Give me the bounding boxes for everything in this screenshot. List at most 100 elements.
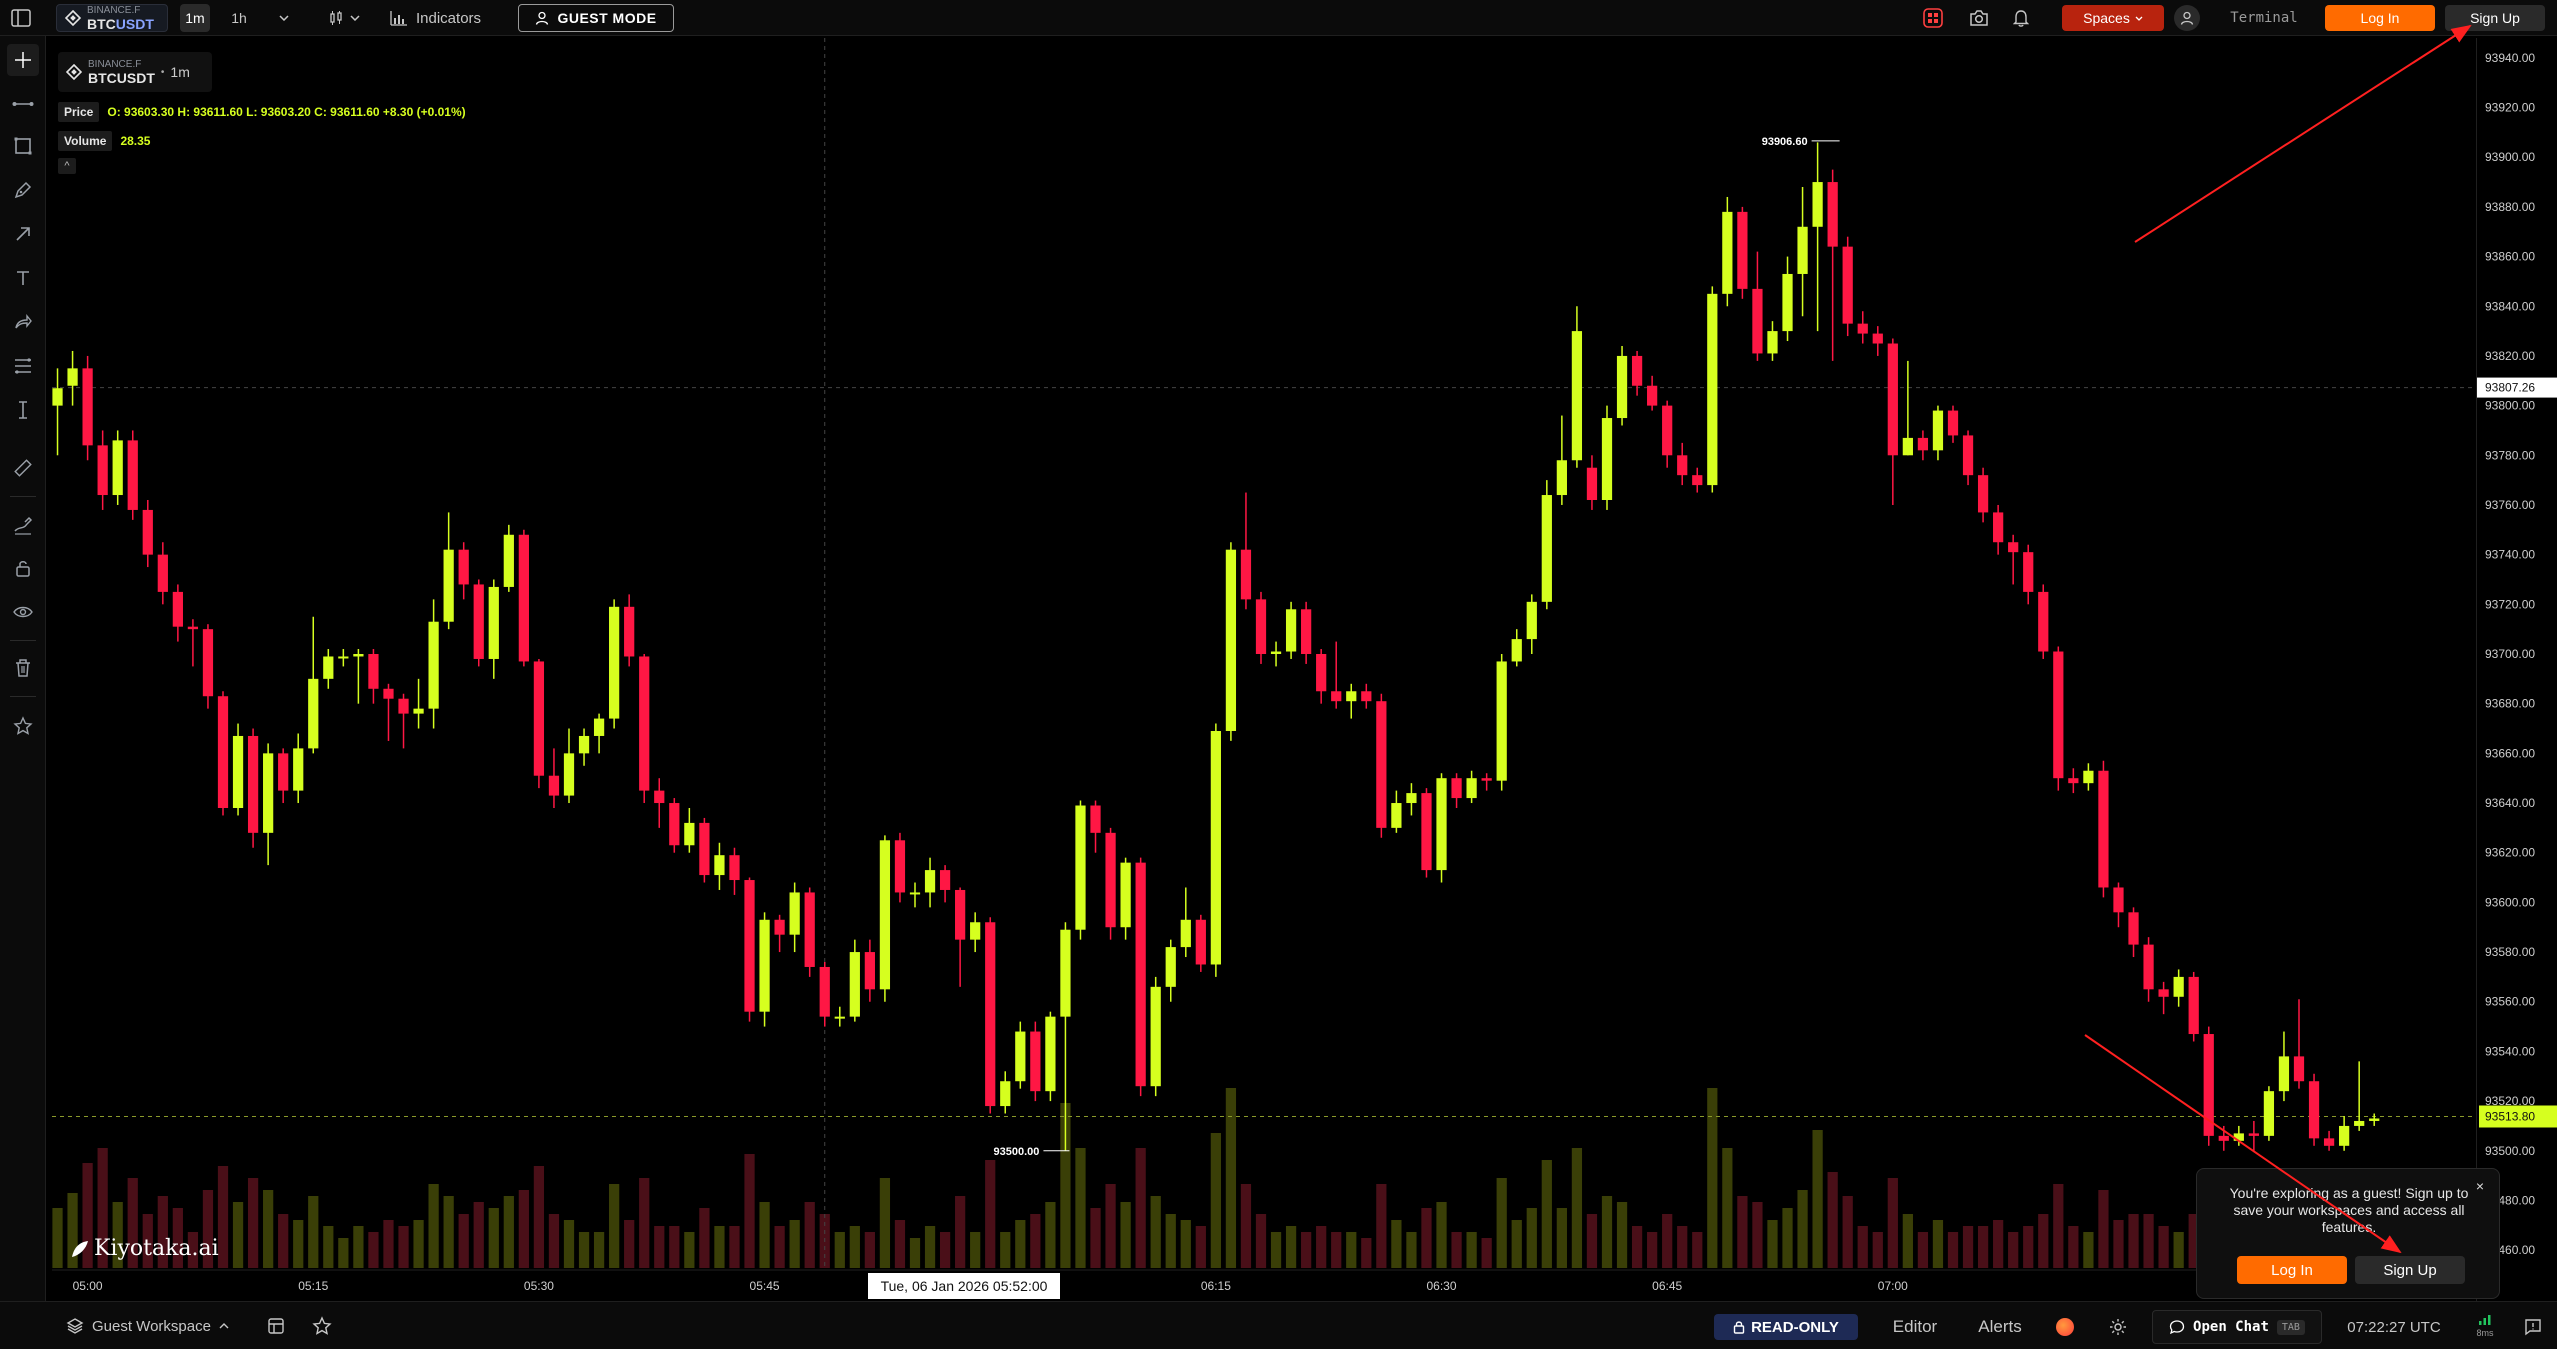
text-tool-icon[interactable]: [7, 262, 39, 294]
candle-body: [1616, 355, 1628, 419]
volume-bar: [759, 1202, 770, 1268]
legend-collapse-button[interactable]: ^: [58, 158, 76, 174]
close-icon[interactable]: ×: [2475, 1178, 2485, 1194]
price-tick-label: 93880.00: [2485, 200, 2535, 214]
star-icon[interactable]: [308, 1312, 336, 1340]
volume-bar: [518, 1190, 529, 1268]
popup-login-button[interactable]: Log In: [2237, 1256, 2347, 1284]
grid-icon[interactable]: [1920, 6, 1946, 30]
volume-bar: [1541, 1160, 1552, 1268]
horizontal-line-tool-icon[interactable]: [7, 88, 39, 120]
candle-body: [1782, 273, 1793, 332]
measure-tool-icon[interactable]: [7, 394, 39, 426]
volume-bar: [398, 1226, 409, 1268]
candle-body: [2308, 1081, 2320, 1139]
chevron-down-icon[interactable]: [272, 4, 296, 32]
timeframe-1h-button[interactable]: 1h: [231, 10, 247, 26]
camera-icon[interactable]: [1966, 6, 1992, 30]
candle-body: [473, 584, 484, 659]
status-orb-icon[interactable]: [2056, 1318, 2074, 1336]
brush-tool-icon[interactable]: [7, 510, 39, 542]
arrow-tool-icon[interactable]: [7, 218, 39, 250]
popup-signup-button[interactable]: Sign Up: [2355, 1256, 2465, 1284]
candlestick-chart[interactable]: 93906.6093500.0005:0005:1505:3005:4506:0…: [52, 38, 2476, 1301]
volume-bar: [323, 1226, 334, 1268]
time-tick-label: 06:30: [1427, 1279, 1457, 1293]
candle-body: [67, 368, 78, 386]
user-icon[interactable]: [2174, 5, 2200, 31]
candle-body: [142, 509, 153, 555]
price-tick-label: 93800.00: [2485, 399, 2535, 413]
read-only-badge[interactable]: READ-ONLY: [1714, 1314, 1858, 1340]
separator-dot-icon: •: [160, 66, 165, 78]
feedback-icon[interactable]: [2520, 1314, 2546, 1340]
layout-icon[interactable]: [262, 1312, 290, 1340]
guest-mode-label: GUEST MODE: [557, 10, 657, 26]
volume-bar: [503, 1196, 514, 1268]
volume-bar: [804, 1202, 815, 1268]
time-tick-label: 06:45: [1652, 1279, 1682, 1293]
volume-bar: [1722, 1148, 1733, 1268]
chart-type-selector[interactable]: [320, 4, 368, 32]
trash-icon[interactable]: [7, 652, 39, 684]
price-tick-label: 93560.00: [2485, 995, 2535, 1009]
volume-bar: [864, 1232, 875, 1268]
signup-button[interactable]: Sign Up: [2445, 5, 2545, 31]
timeframe-1m-button[interactable]: 1m: [180, 4, 210, 32]
volume-bar: [609, 1184, 620, 1268]
gear-icon[interactable]: [2104, 1314, 2132, 1340]
eye-icon[interactable]: [7, 596, 39, 628]
price-tick-label: 93840.00: [2485, 299, 2535, 313]
ruler-icon[interactable]: [7, 452, 39, 484]
candle-body: [533, 661, 545, 776]
candle-body: [1421, 793, 1432, 871]
volume-bar: [293, 1220, 304, 1268]
workspace-selector[interactable]: Guest Workspace: [66, 1312, 229, 1340]
volume-bar: [353, 1226, 364, 1268]
login-button[interactable]: Log In: [2325, 5, 2435, 31]
legend-symbol[interactable]: BINANCE.F BTCUSDT • 1m: [58, 52, 212, 92]
star-icon[interactable]: [7, 710, 39, 742]
candle-body: [1586, 467, 1598, 500]
fibonacci-tool-icon[interactable]: [7, 350, 39, 382]
volume-bar: [413, 1220, 424, 1268]
volume-bar: [338, 1238, 349, 1268]
terminal-button[interactable]: Terminal: [2230, 10, 2298, 26]
volume-bar: [1316, 1226, 1327, 1268]
bell-icon[interactable]: [2008, 6, 2034, 30]
volume-bar: [1045, 1202, 1056, 1268]
volume-bar: [1301, 1232, 1312, 1268]
chart-canvas[interactable]: 93906.6093500.0005:0005:1505:3005:4506:0…: [52, 38, 2476, 1301]
guest-mode-button[interactable]: GUEST MODE: [518, 4, 674, 32]
lock-icon[interactable]: [7, 552, 39, 584]
candle-body: [323, 656, 334, 679]
sidebar-toggle-icon[interactable]: [8, 7, 34, 29]
price-tick-label: 93760.00: [2485, 498, 2535, 512]
crosshair-tool-icon[interactable]: [7, 44, 39, 76]
volume-bar: [714, 1226, 725, 1268]
open-chat-button[interactable]: Open Chat TAB: [2152, 1310, 2322, 1344]
volume-bar: [1105, 1184, 1116, 1268]
volume-bar: [533, 1166, 545, 1268]
forward-arrow-tool-icon[interactable]: [7, 306, 39, 338]
volume-bar: [1631, 1226, 1643, 1268]
symbol-selector[interactable]: BINANCE.F BTCUSDT: [56, 4, 168, 32]
price-axis[interactable]: 93460.00 93480.00 93500.00 93520.00 93540.00…: [2476, 38, 2557, 1301]
volume-bar: [1496, 1178, 1507, 1268]
candle-body: [52, 388, 63, 406]
indicators-button[interactable]: Indicators: [390, 4, 481, 32]
price-tag: Price: [58, 102, 100, 122]
volume-bar: [1090, 1208, 1101, 1268]
volume-bar: [2023, 1226, 2034, 1268]
volume-bar: [684, 1232, 695, 1268]
volume-bar: [112, 1202, 123, 1268]
volume-bar: [2113, 1220, 2124, 1268]
editor-tab[interactable]: Editor: [1892, 1317, 1938, 1336]
shortcut-key: TAB: [2276, 1319, 2305, 1335]
spaces-button[interactable]: Spaces: [2062, 5, 2164, 31]
alerts-tab[interactable]: Alerts: [1978, 1317, 2022, 1336]
pen-tool-icon[interactable]: [7, 174, 39, 206]
rectangle-tool-icon[interactable]: [7, 130, 39, 162]
volume-bar: [1180, 1220, 1191, 1268]
volume-bar: [669, 1226, 680, 1268]
